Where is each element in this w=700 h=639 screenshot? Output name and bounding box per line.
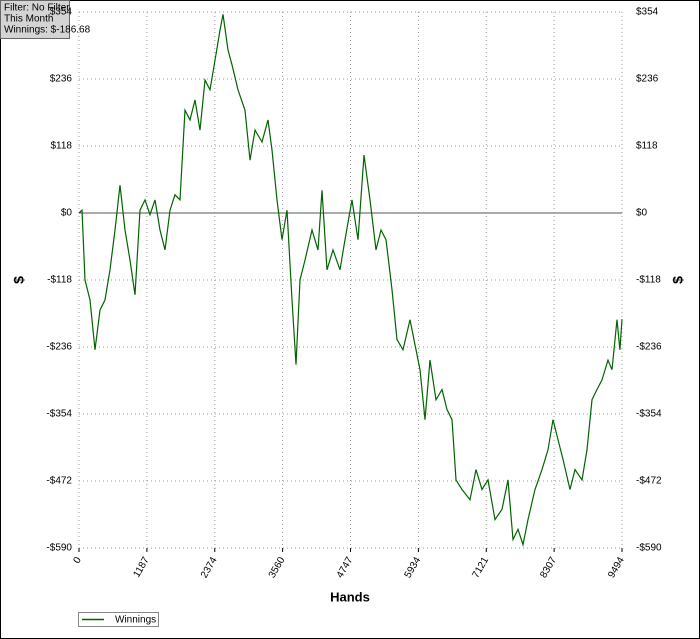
y-tick-label: -$472	[46, 476, 72, 487]
y2-tick-label: -$590	[636, 543, 662, 554]
info-box	[0, 0, 70, 39]
y-tick-label: $354	[50, 7, 73, 18]
y2-tick-label: $118	[636, 141, 658, 152]
legend-label: Winnings	[115, 615, 156, 626]
info-text: Filter: No Filter	[4, 3, 70, 14]
line	[78, 14, 623, 547]
y-tick-label: -$354	[46, 409, 72, 420]
y-tick-label: $118	[50, 141, 72, 152]
legend-box	[78, 612, 159, 627]
y-tick-label: -$236	[46, 342, 72, 353]
x-tick-label: 0	[72, 555, 85, 566]
y2-tick-label: $236	[636, 74, 659, 85]
y2-tick-label: $0	[636, 208, 648, 219]
y-tick-label: $236	[50, 74, 73, 85]
y-tick-label: -$590	[46, 543, 72, 554]
y2-tick-label: $354	[636, 7, 659, 18]
y-tick-label: $0	[61, 208, 73, 219]
x-axis-label: Hands	[330, 589, 370, 604]
info-text: Winnings: $-186.68	[4, 25, 91, 36]
info-text: This Month	[4, 14, 53, 25]
y-axis-label: $	[11, 276, 27, 284]
y2-tick-label: -$354	[636, 409, 662, 420]
y2-tick-label: -$236	[636, 342, 662, 353]
y2-tick-label: -$472	[636, 476, 662, 487]
y-tick-label: -$118	[47, 275, 72, 286]
y2-tick-label: -$118	[636, 275, 661, 286]
y2-axis-label: $	[670, 276, 686, 284]
